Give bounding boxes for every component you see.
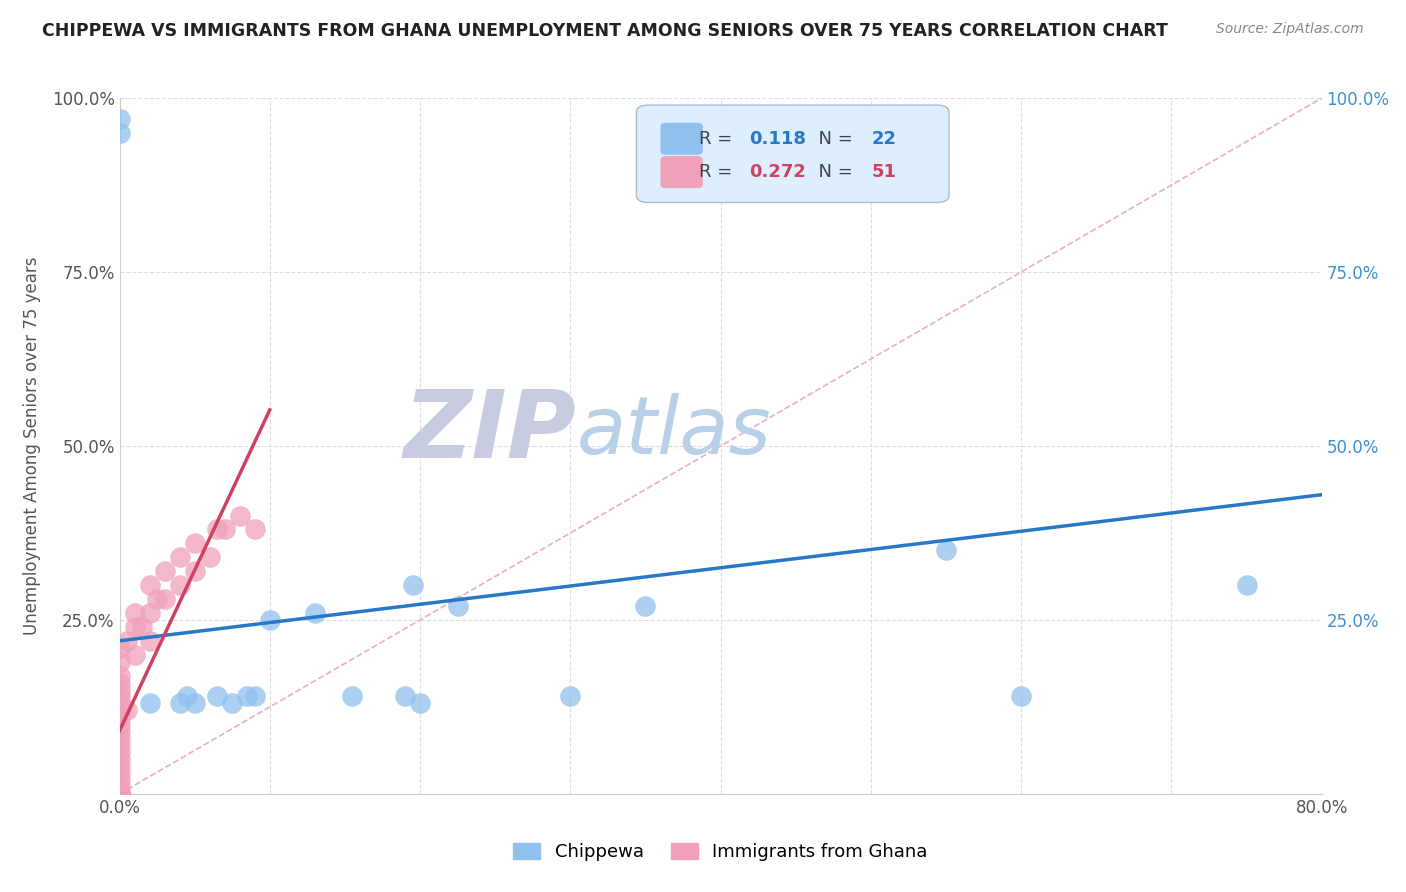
Point bbox=[108, 682, 131, 697]
Point bbox=[108, 766, 131, 780]
Point bbox=[342, 690, 364, 704]
Point bbox=[1236, 578, 1258, 592]
Point bbox=[115, 633, 138, 648]
Point bbox=[108, 787, 131, 801]
Text: R =: R = bbox=[699, 129, 738, 148]
Point bbox=[401, 578, 423, 592]
Point bbox=[108, 787, 131, 801]
Text: N =: N = bbox=[807, 129, 859, 148]
Point bbox=[124, 648, 146, 662]
Point bbox=[394, 690, 416, 704]
Point bbox=[108, 655, 131, 669]
Point bbox=[108, 759, 131, 773]
Point bbox=[138, 606, 160, 620]
Point bbox=[221, 697, 243, 711]
Point bbox=[176, 690, 198, 704]
Point bbox=[108, 697, 131, 711]
FancyBboxPatch shape bbox=[661, 156, 703, 188]
Text: 0.118: 0.118 bbox=[749, 129, 807, 148]
Point bbox=[243, 523, 266, 537]
Point bbox=[169, 697, 191, 711]
Point bbox=[169, 578, 191, 592]
Point bbox=[108, 772, 131, 787]
Point bbox=[108, 690, 131, 704]
Text: CHIPPEWA VS IMMIGRANTS FROM GHANA UNEMPLOYMENT AMONG SENIORS OVER 75 YEARS CORRE: CHIPPEWA VS IMMIGRANTS FROM GHANA UNEMPL… bbox=[42, 22, 1168, 40]
Point bbox=[108, 787, 131, 801]
Point bbox=[409, 697, 432, 711]
Text: ZIP: ZIP bbox=[404, 386, 576, 478]
Point bbox=[108, 787, 131, 801]
Point bbox=[153, 592, 176, 607]
Point bbox=[205, 523, 228, 537]
Legend: Chippewa, Immigrants from Ghana: Chippewa, Immigrants from Ghana bbox=[506, 836, 935, 868]
Point bbox=[108, 668, 131, 682]
Point bbox=[198, 550, 221, 565]
Point bbox=[108, 787, 131, 801]
Point bbox=[108, 787, 131, 801]
Point bbox=[228, 508, 252, 523]
FancyBboxPatch shape bbox=[661, 123, 703, 154]
Point bbox=[183, 536, 205, 550]
Text: Source: ZipAtlas.com: Source: ZipAtlas.com bbox=[1216, 22, 1364, 37]
Point bbox=[108, 126, 131, 140]
Point bbox=[108, 640, 131, 655]
Point bbox=[446, 599, 468, 613]
Point bbox=[108, 710, 131, 724]
Point bbox=[214, 523, 236, 537]
Point bbox=[236, 690, 259, 704]
Point bbox=[259, 613, 281, 627]
Point bbox=[108, 731, 131, 746]
Point bbox=[183, 564, 205, 578]
Point bbox=[108, 787, 131, 801]
Point bbox=[169, 550, 191, 565]
Point bbox=[935, 543, 957, 558]
Point bbox=[124, 606, 146, 620]
Point bbox=[115, 703, 138, 717]
Point bbox=[304, 606, 326, 620]
Text: 51: 51 bbox=[872, 163, 897, 181]
Point bbox=[108, 787, 131, 801]
Point bbox=[108, 112, 131, 126]
Point bbox=[124, 620, 146, 634]
Point bbox=[183, 697, 205, 711]
Point bbox=[108, 787, 131, 801]
Point bbox=[108, 724, 131, 739]
Point bbox=[205, 690, 228, 704]
Point bbox=[108, 703, 131, 717]
Point bbox=[138, 578, 160, 592]
Point bbox=[153, 564, 176, 578]
FancyBboxPatch shape bbox=[637, 105, 949, 202]
Point bbox=[108, 675, 131, 690]
Text: N =: N = bbox=[807, 163, 859, 181]
Point bbox=[108, 752, 131, 766]
Text: 22: 22 bbox=[872, 129, 897, 148]
Point bbox=[138, 633, 160, 648]
Point bbox=[634, 599, 657, 613]
Point bbox=[108, 745, 131, 759]
Point bbox=[108, 780, 131, 794]
Point bbox=[108, 717, 131, 731]
Point bbox=[131, 620, 153, 634]
Point bbox=[108, 787, 131, 801]
Text: atlas: atlas bbox=[576, 393, 770, 471]
Point bbox=[1010, 690, 1032, 704]
Text: 0.272: 0.272 bbox=[749, 163, 806, 181]
Point bbox=[108, 738, 131, 752]
Point bbox=[560, 690, 582, 704]
Point bbox=[108, 787, 131, 801]
Text: R =: R = bbox=[699, 163, 738, 181]
Y-axis label: Unemployment Among Seniors over 75 years: Unemployment Among Seniors over 75 years bbox=[22, 257, 41, 635]
Point bbox=[146, 592, 169, 607]
Point bbox=[138, 697, 160, 711]
Point bbox=[243, 690, 266, 704]
